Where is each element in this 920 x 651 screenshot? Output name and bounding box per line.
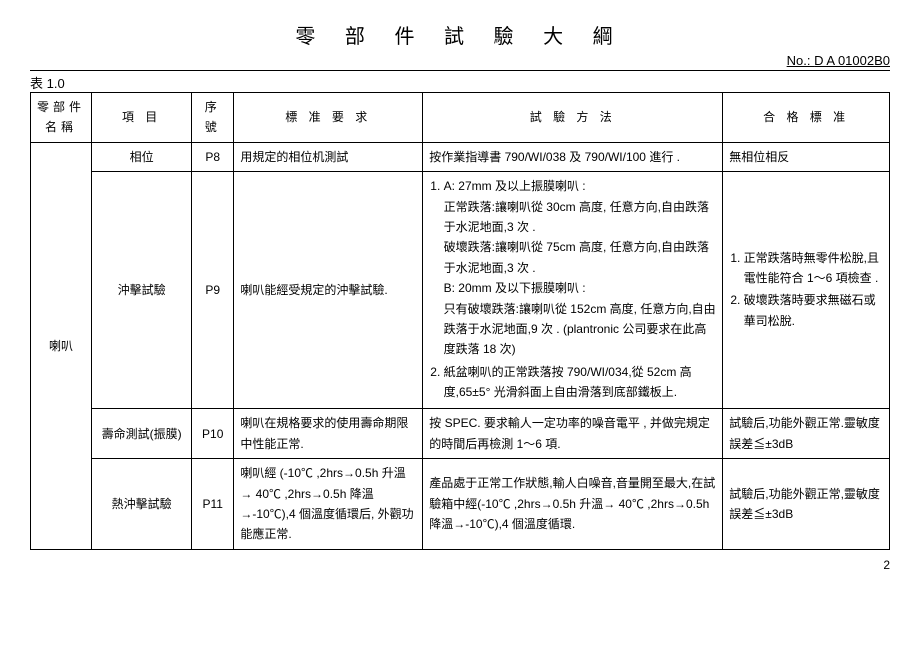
- method-text: B: 20mm 及以下振膜喇叭 :: [444, 281, 586, 295]
- cell-part: 喇叭: [31, 142, 92, 549]
- docno-label: No.: D A 01002B0: [787, 53, 890, 68]
- cell-req: 喇叭能經受規定的沖擊試驗.: [234, 172, 423, 409]
- docno-row: No.: D A 01002B0: [30, 53, 890, 71]
- method-text: A: 27mm 及以上振膜喇叭 :: [444, 179, 586, 193]
- cell-pass: 試驗后,功能外觀正常,靈敏度誤差≦±3dB: [723, 459, 890, 550]
- pass-item: 破壞跌落時要求無磁石或華司松脫.: [744, 290, 883, 331]
- cell-seq: P8: [192, 142, 234, 171]
- pass-item: 正常跌落時無零件松脫,且電性能符合 1～6 項檢查 .: [744, 248, 883, 289]
- cell-method: 產品處于正常工作狀態,輸人白噪音,音量開至最大,在試驗箱中經(-10℃ ,2hr…: [423, 459, 723, 550]
- page-number: 2: [30, 558, 890, 572]
- cell-req: 喇叭在規格要求的使用壽命期限中性能正常.: [234, 409, 423, 459]
- cell-seq: P11: [192, 459, 234, 550]
- table-header-row: 零部件名稱 項 目 序號 標 准 要 求 試 驗 方 法 合 格 標 准: [31, 93, 890, 143]
- cell-req: 用規定的相位机測試: [234, 142, 423, 171]
- method-item: A: 27mm 及以上振膜喇叭 : 正常跌落:讓喇叭從 30cm 高度, 任意方…: [444, 176, 717, 360]
- th-method: 試 驗 方 法: [423, 93, 723, 143]
- page-title: 零 部 件 試 驗 大 綱: [30, 20, 890, 49]
- cell-pass: 無相位相反: [723, 142, 890, 171]
- table-row: 喇叭 相位 P8 用規定的相位机測試 按作業指導書 790/WI/038 及 7…: [31, 142, 890, 171]
- th-seq: 序號: [192, 93, 234, 143]
- table-row: 壽命測試(振膜) P10 喇叭在規格要求的使用壽命期限中性能正常. 按 SPEC…: [31, 409, 890, 459]
- cell-req: 喇叭經 (-10℃ ,2hrs→0.5h 升溫→ 40℃ ,2hrs→0.5h …: [234, 459, 423, 550]
- table-row: 熱沖擊試驗 P11 喇叭經 (-10℃ ,2hrs→0.5h 升溫→ 40℃ ,…: [31, 459, 890, 550]
- docno-label-text: No.:: [787, 53, 814, 68]
- method-item: 紙盆喇叭的正常跌落按 790/WI/034,從 52cm 高度,65±5° 光滑…: [444, 362, 717, 403]
- method-text: 正常跌落:讓喇叭從 30cm 高度, 任意方向,自由跌落于水泥地面,3 次 .: [444, 200, 709, 234]
- method-text: 破壞跌落:讓喇叭從 75cm 高度, 任意方向,自由跌落于水泥地面,3 次 .: [444, 240, 709, 274]
- th-pass: 合 格 標 准: [723, 93, 890, 143]
- method-text: 只有破壞跌落:讓喇叭從 152cm 高度, 任意方向,自由跌落于水泥地面,9 次…: [444, 302, 716, 357]
- cell-item: 相位: [92, 142, 192, 171]
- docno-value: D A 01002B0: [814, 53, 890, 68]
- th-part: 零部件名稱: [31, 93, 92, 143]
- table-row: 沖擊試驗 P9 喇叭能經受規定的沖擊試驗. A: 27mm 及以上振膜喇叭 : …: [31, 172, 890, 409]
- cell-method: 按作業指導書 790/WI/038 及 790/WI/100 進行 .: [423, 142, 723, 171]
- cell-pass: 試驗后,功能外觀正常.靈敏度誤差≦±3dB: [723, 409, 890, 459]
- cell-method: A: 27mm 及以上振膜喇叭 : 正常跌落:讓喇叭從 30cm 高度, 任意方…: [423, 172, 723, 409]
- cell-seq: P10: [192, 409, 234, 459]
- table-label: 表 1.0: [30, 73, 890, 92]
- cell-item: 熱沖擊試驗: [92, 459, 192, 550]
- cell-seq: P9: [192, 172, 234, 409]
- cell-item: 沖擊試驗: [92, 172, 192, 409]
- spec-table: 零部件名稱 項 目 序號 標 准 要 求 試 驗 方 法 合 格 標 准 喇叭 …: [30, 92, 890, 550]
- th-req: 標 准 要 求: [234, 93, 423, 143]
- th-item: 項 目: [92, 93, 192, 143]
- cell-method: 按 SPEC. 要求輸人一定功率的噪音電平 , 并做完規定的時間后再檢測 1～6…: [423, 409, 723, 459]
- cell-item: 壽命測試(振膜): [92, 409, 192, 459]
- cell-pass: 正常跌落時無零件松脫,且電性能符合 1～6 項檢查 . 破壞跌落時要求無磁石或華…: [723, 172, 890, 409]
